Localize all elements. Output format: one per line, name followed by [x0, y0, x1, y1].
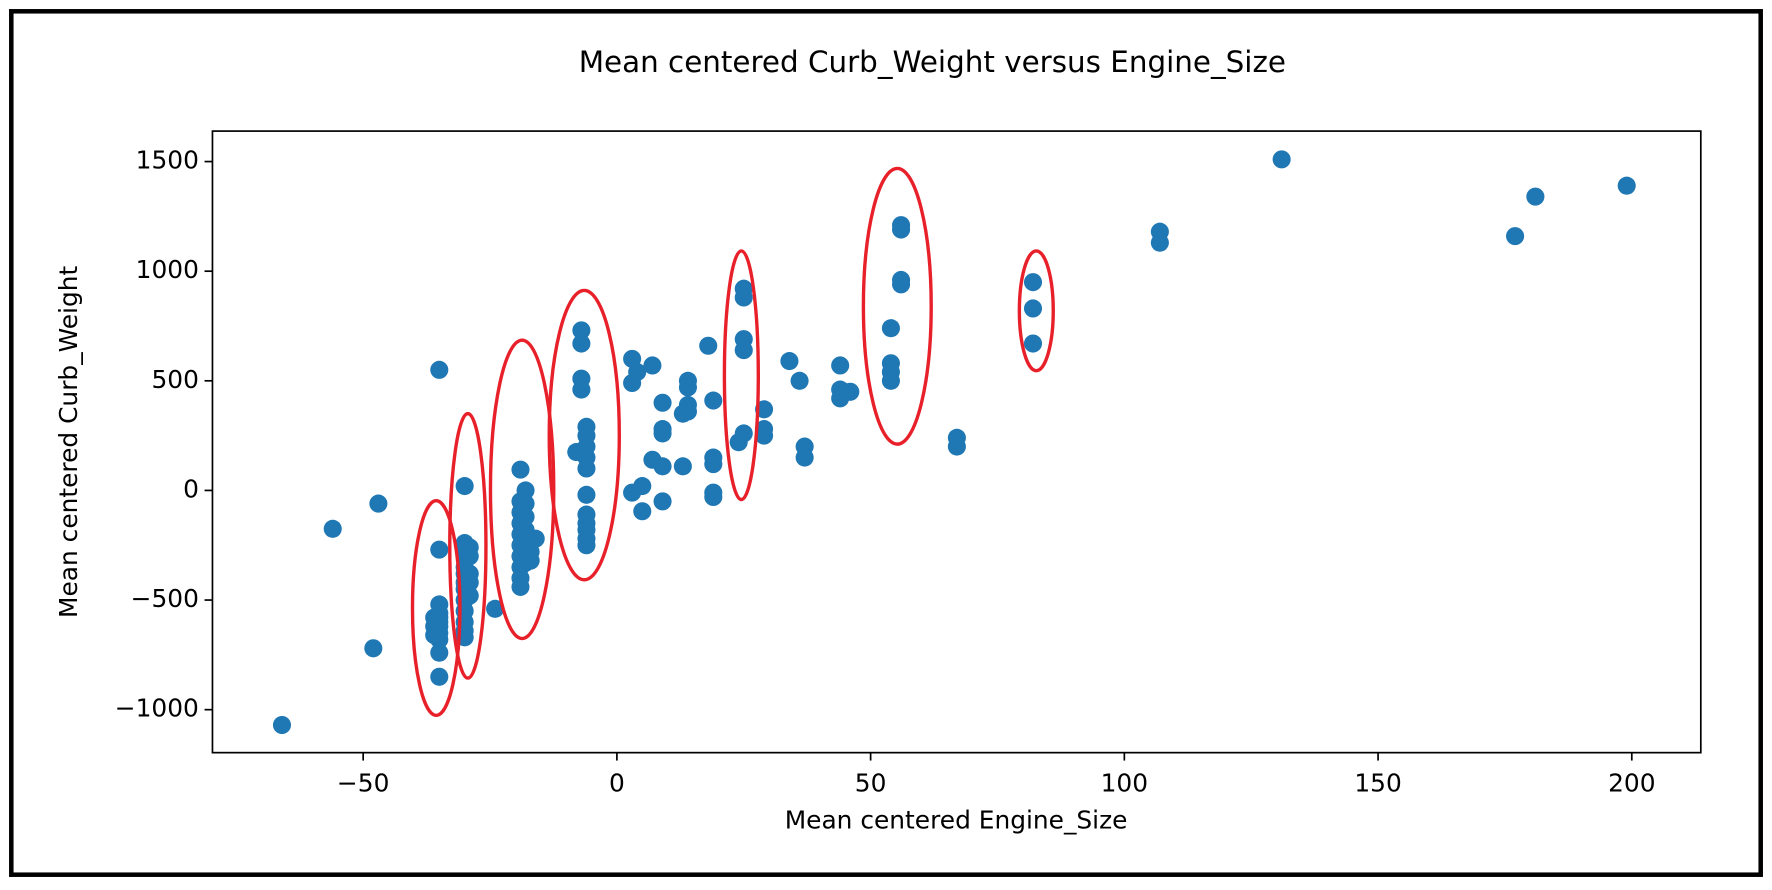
x-axis-label: Mean centered Engine_Size — [785, 806, 1128, 835]
point — [572, 334, 591, 353]
point — [704, 455, 723, 474]
point — [734, 288, 753, 307]
y-tick-label: −1000 — [115, 694, 199, 723]
point — [486, 599, 505, 618]
highlight-ellipse — [448, 411, 488, 680]
annotations — [410, 166, 1055, 718]
point — [734, 341, 753, 360]
plot-area — [272, 150, 1636, 735]
highlight-ellipse — [861, 166, 933, 446]
highlight-ellipse — [547, 288, 621, 582]
point — [526, 529, 545, 548]
point — [704, 487, 723, 507]
point — [430, 360, 449, 379]
y-tick-label: 1500 — [136, 146, 199, 175]
point — [430, 540, 449, 559]
point — [653, 393, 672, 412]
point — [364, 639, 383, 658]
point — [699, 336, 718, 355]
point — [653, 492, 672, 511]
point — [425, 626, 444, 645]
x-tick-label: 200 — [1608, 768, 1655, 797]
point — [1023, 334, 1043, 353]
point — [678, 402, 697, 421]
x-tick-label: 50 — [855, 768, 887, 797]
point — [521, 551, 540, 570]
point — [460, 573, 479, 592]
chart-title: Mean centered Curb_Weight versus Engine_… — [579, 45, 1286, 79]
point — [572, 380, 591, 399]
y-tick-label: 500 — [151, 365, 198, 394]
point — [516, 507, 535, 526]
point — [633, 502, 652, 521]
point — [1617, 176, 1636, 195]
point — [369, 494, 388, 513]
point — [1023, 273, 1043, 292]
point — [430, 667, 449, 686]
y-tick-label: 0 — [183, 474, 199, 503]
point — [841, 382, 860, 401]
x-tick-label: 150 — [1354, 768, 1401, 797]
point — [678, 378, 697, 397]
point — [577, 536, 596, 555]
highlight-ellipse — [722, 249, 760, 502]
y-tick-label: −500 — [131, 584, 199, 613]
point — [272, 715, 292, 735]
point — [892, 275, 911, 294]
point — [628, 362, 647, 382]
point — [892, 220, 911, 239]
y-tick-label: 1000 — [136, 255, 199, 284]
highlight-ellipse — [488, 338, 556, 641]
point — [653, 424, 672, 443]
point — [780, 352, 799, 371]
point — [455, 477, 474, 496]
x-tick-label: 0 — [609, 768, 625, 797]
point — [633, 477, 652, 496]
point — [704, 391, 723, 410]
point — [947, 437, 966, 456]
y-axis-label: Mean centered Curb_Weight — [54, 266, 83, 618]
point — [577, 459, 596, 478]
x-tick-label: 100 — [1101, 768, 1148, 797]
point — [430, 643, 449, 662]
point — [790, 371, 809, 390]
point — [511, 577, 530, 596]
point — [572, 321, 591, 340]
point — [1506, 227, 1525, 246]
point — [734, 424, 753, 443]
point — [795, 448, 814, 467]
highlight-ellipse — [1017, 249, 1055, 373]
point — [460, 547, 479, 566]
point — [1272, 150, 1291, 169]
point — [831, 356, 850, 375]
point — [323, 519, 342, 538]
x-tick-label: −50 — [337, 768, 389, 797]
point — [516, 481, 535, 500]
point — [755, 426, 774, 445]
point — [653, 457, 672, 476]
point — [1526, 187, 1545, 206]
axes-frame — [211, 130, 1702, 754]
highlight-ellipse — [410, 498, 462, 718]
point — [673, 457, 692, 476]
point — [577, 485, 596, 504]
point — [511, 460, 530, 479]
point — [516, 494, 535, 513]
point — [643, 356, 662, 375]
point — [1023, 299, 1043, 318]
frame — [9, 9, 1763, 877]
point — [881, 371, 900, 390]
point — [881, 319, 900, 338]
point — [1150, 233, 1169, 252]
point — [460, 586, 479, 605]
